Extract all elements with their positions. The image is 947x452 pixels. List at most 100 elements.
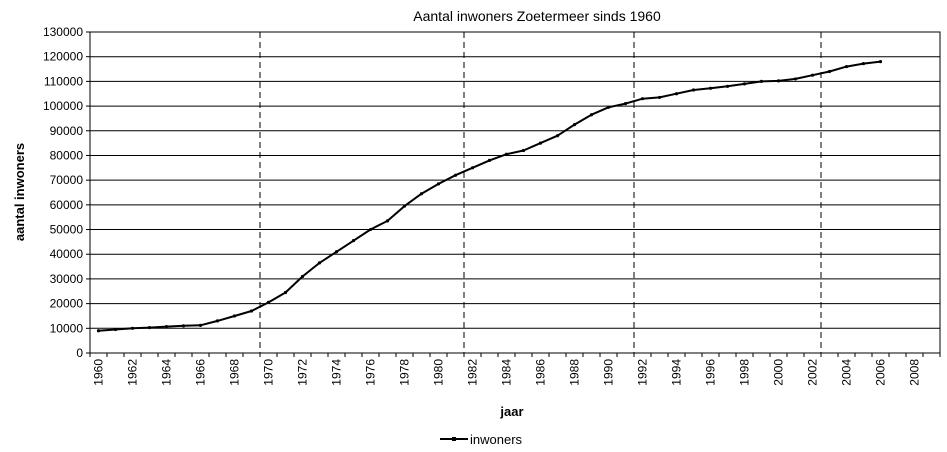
x-tick-label: 2000 [772,359,786,386]
data-point [844,64,849,69]
data-point [113,327,118,332]
y-axis-ticks: 0 10000 20000 30000 40000 50000 60000 70000 8000… [43,25,90,360]
data-point [368,227,373,232]
data-point [861,62,866,66]
data-point [521,148,526,153]
x-tick-label: 1992 [636,359,650,386]
x-axis-ticks: 1960 1962 1964 1966 1968 1970 1972 1974 1976 1978… [89,353,941,386]
data-point [334,250,339,254]
data-point [130,326,135,330]
y-tick-label: 10000 [50,321,84,335]
y-tick-label: 80000 [50,148,84,162]
data-point [436,182,441,186]
plot-area-border [89,31,941,354]
y-tick-label: 30000 [50,272,84,286]
data-point [147,325,152,330]
data-point [419,192,424,196]
x-tick-label: 1972 [296,359,310,386]
data-point [164,324,169,329]
data-point [742,82,747,86]
data-point [793,77,798,81]
data-point [759,79,764,83]
data-point [555,134,560,138]
data-point [606,105,611,109]
data-point [487,158,492,162]
legend-label-inwoners: inwoners [470,432,523,447]
x-tick-label: 1994 [670,359,684,386]
data-point [640,97,645,101]
x-tick-label: 1996 [704,359,718,386]
y-tick-label: 90000 [50,124,84,138]
y-tick-label: 20000 [50,297,84,311]
data-point [266,300,271,304]
x-tick-label: 1966 [194,359,208,386]
data-point [691,88,696,92]
data-point [725,84,730,88]
data-point [623,102,628,106]
data-point [674,92,679,96]
data-point [215,319,220,323]
axes [89,31,941,354]
y-tick-label: 50000 [50,223,84,237]
series-line-inwoners [98,60,881,332]
data-point [181,324,186,328]
data-point [589,113,594,117]
x-tick-label: 1998 [738,359,752,386]
data-point [232,314,237,318]
data-point [657,95,662,100]
data-point [470,166,475,170]
y-tick-label: 130000 [43,25,83,39]
x-tick-label: 1962 [126,359,140,386]
y-tick-label: 100000 [43,99,83,113]
data-point [538,141,543,145]
data-point [572,122,577,127]
y-tick-label: 40000 [50,247,84,261]
chart-title: Aantal inwoners Zoetermeer sinds 1960 [413,8,661,24]
data-point [300,274,305,279]
x-tick-label: 1982 [466,359,480,386]
y-tick-label: 120000 [43,50,83,64]
x-tick-label: 1980 [432,359,446,386]
data-point [96,329,101,333]
data-point [385,219,390,223]
data-point [776,79,781,83]
legend-marker [452,437,456,441]
x-tick-label: 1990 [602,359,616,386]
x-tick-label: 2006 [874,359,888,386]
y-axis-title: aantal inwoners [12,143,27,241]
x-tick-label: 2004 [840,359,854,386]
x-tick-label: 2002 [806,359,820,386]
x-tick-label: 1960 [92,359,106,386]
x-tick-label: 1978 [398,359,412,386]
data-point [317,261,322,265]
y-tick-label: 0 [76,346,83,360]
x-tick-label: 1986 [534,359,548,386]
x-tick-label: 1974 [330,359,344,386]
data-point [827,69,832,74]
y-tick-label: 110000 [44,74,83,88]
data-point [810,73,815,77]
data-point [198,323,203,327]
legend: inwoners [440,432,523,447]
data-point [708,86,713,90]
data-point [453,173,458,177]
x-tick-label: 1976 [364,359,378,386]
x-tick-label: 1968 [228,359,242,386]
y-tick-label: 60000 [50,198,84,212]
x-tick-label: 1988 [568,359,582,386]
data-point [249,309,254,313]
vertical-markers [259,32,822,353]
x-axis-title: jaar [499,404,523,419]
y-tick-label: 70000 [50,173,84,187]
x-tick-label: 1984 [500,359,514,386]
data-point [504,152,509,156]
x-tick-label: 1964 [160,359,174,386]
series [96,60,883,333]
data-point [402,204,407,208]
data-point [283,290,288,295]
data-point [351,239,356,243]
x-tick-label: 2008 [908,359,922,386]
data-point [878,60,883,64]
